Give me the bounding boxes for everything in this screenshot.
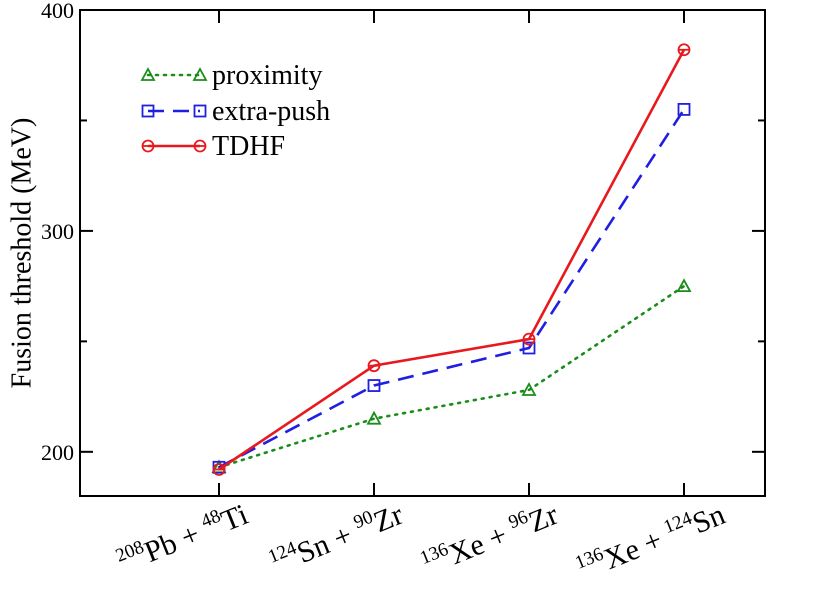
legend-label: extra-push bbox=[212, 96, 330, 127]
series-line-TDHF bbox=[218, 49, 686, 471]
legend-item-proximity: proximity bbox=[140, 60, 322, 91]
plot-area bbox=[211, 43, 692, 476]
series-line-proximity bbox=[217, 284, 686, 469]
x-category-label: 136Xe + 124Sn bbox=[572, 496, 729, 587]
data-point-triangle bbox=[676, 278, 692, 293]
data-point-square bbox=[141, 104, 155, 118]
element-symbol: Ti bbox=[217, 498, 253, 538]
axes: 200 300 400 bbox=[41, 0, 765, 496]
legend-item-TDHF: TDHF bbox=[141, 131, 285, 162]
y-tick-label: 200 bbox=[41, 440, 74, 465]
legend-label: TDHF bbox=[212, 131, 285, 162]
series-line-extra-push bbox=[218, 108, 686, 469]
series-proximity bbox=[211, 278, 692, 474]
plot-frame bbox=[79, 9, 766, 497]
data-point-square bbox=[522, 341, 536, 355]
y-tick-label: 400 bbox=[41, 0, 74, 23]
y-tick-label: 300 bbox=[41, 219, 74, 244]
legend-item-extra-push: extra-push bbox=[141, 96, 330, 127]
data-point-triangle bbox=[521, 382, 537, 396]
legend: proximity extra-push TDHF bbox=[140, 60, 330, 162]
legend-label: proximity bbox=[212, 60, 322, 91]
data-point-triangle bbox=[366, 410, 382, 425]
x-category-label: 124Sn + 90Zr bbox=[265, 496, 407, 581]
data-point-square bbox=[367, 379, 381, 392]
element-symbol: Zr bbox=[369, 498, 408, 539]
x-category-label: 136Xe + 96Zr bbox=[417, 496, 562, 582]
series-TDHF bbox=[212, 43, 691, 476]
element-symbol: Zr bbox=[524, 498, 563, 539]
data-point-triangle bbox=[140, 67, 156, 81]
data-point-square bbox=[193, 104, 207, 118]
element-symbol: Sn bbox=[688, 498, 730, 540]
y-axis-label: Fusion threshold (MeV) bbox=[6, 118, 37, 389]
data-point-triangle bbox=[192, 67, 208, 81]
x-category-label: 208Pb + 48Ti bbox=[113, 496, 253, 580]
data-point-square bbox=[677, 103, 691, 116]
